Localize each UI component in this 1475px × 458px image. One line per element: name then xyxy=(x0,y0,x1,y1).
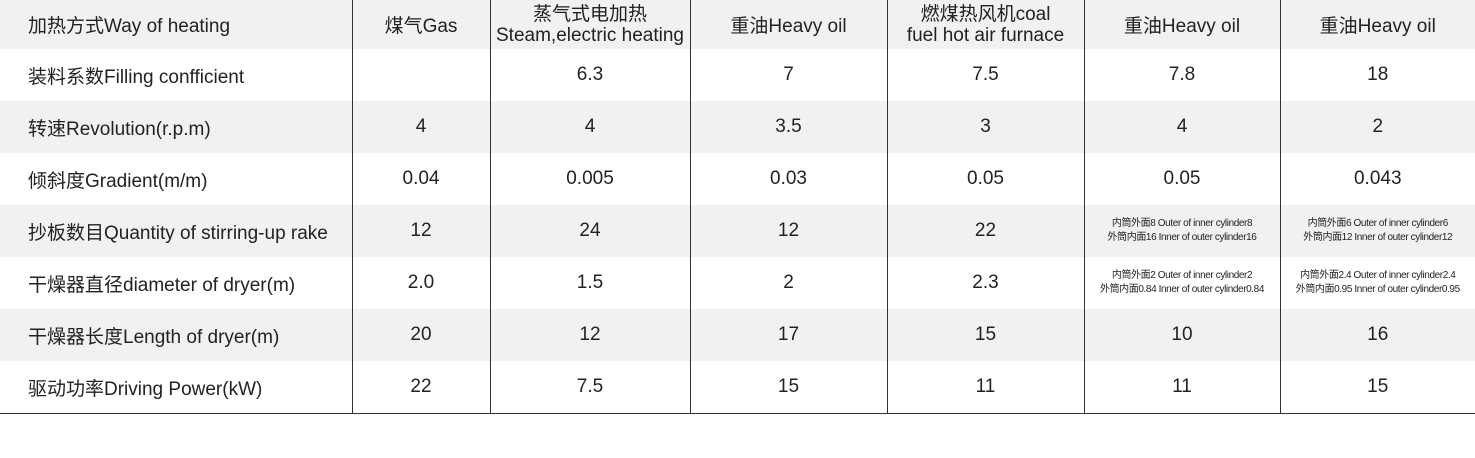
cell: 17 xyxy=(689,309,887,361)
cell: 22 xyxy=(886,205,1084,257)
row-label: 加热方式Way of heating xyxy=(0,0,352,49)
row-label: 转速Revolution(r.p.m) xyxy=(0,101,352,153)
cell-line: 内筒外面8 Outer of inner cylinder8 xyxy=(1111,218,1253,229)
row-label: 抄板数目Quantity of stirring-up rake xyxy=(0,205,352,257)
cell: 12 xyxy=(351,205,490,257)
cell: 3 xyxy=(886,101,1084,153)
cell: 内筒外面8 Outer of inner cylinder8 外筒内面16 Inn… xyxy=(1083,205,1280,257)
cell: 18 xyxy=(1279,49,1475,101)
cell: 煤气Gas xyxy=(351,0,490,49)
cell: 15 xyxy=(886,309,1084,361)
cell: 0.04 xyxy=(351,153,490,205)
row-label: 驱动功率Driving Power(kW) xyxy=(0,361,352,414)
cell: 1.5 xyxy=(489,257,690,309)
cell: 蒸气式电加热 Steam,electric heating xyxy=(489,0,690,49)
cell: 重油Heavy oil xyxy=(1279,0,1475,49)
cell: 内筒外面2 Outer of inner cylinder2 外筒内面0.84 I… xyxy=(1083,257,1280,309)
cell: 24 xyxy=(489,205,690,257)
cell: 重油Heavy oil xyxy=(1083,0,1280,49)
row-label: 倾斜度Gradient(m/m) xyxy=(0,153,352,205)
cell: 0.05 xyxy=(1083,153,1280,205)
cell: 7.8 xyxy=(1083,49,1280,101)
cell: 内筒外面2.4 Outer of inner cylinder2.4 外筒内面0.… xyxy=(1279,257,1475,309)
cell-line: 外筒内面16 Inner of outer cylinder16 xyxy=(1107,232,1257,243)
table-row: 驱动功率Driving Power(kW) 22 7.5 15 11 11 15 xyxy=(0,361,1475,414)
cell: 15 xyxy=(1279,361,1475,414)
cell: 22 xyxy=(351,361,490,414)
cell: 4 xyxy=(351,101,490,153)
row-label: 装料系数Filling confficient xyxy=(0,49,352,101)
cell-line: 内筒外面2 Outer of inner cylinder2 xyxy=(1111,270,1253,281)
cell xyxy=(351,49,490,101)
table-row: 干燥器直径diameter of dryer(m) 2.0 1.5 2 2.3 内筒外面2… xyxy=(0,257,1475,309)
cell: 2.3 xyxy=(886,257,1084,309)
cell: 16 xyxy=(1279,309,1475,361)
cell: 4 xyxy=(1083,101,1280,153)
table-row: 装料系数Filling confficient 6.3 7 7.5 7.8 18 xyxy=(0,49,1475,101)
table-row: 转速Revolution(r.p.m) 4 4 3.5 3 4 2 xyxy=(0,101,1475,153)
spec-table: 加热方式Way of heating 煤气Gas 蒸气式电加热 Steam,elect… xyxy=(0,0,1475,414)
cell: 12 xyxy=(689,205,887,257)
cell: 2 xyxy=(1279,101,1475,153)
row-label: 干燥器长度Length of dryer(m) xyxy=(0,309,352,361)
cell: 2.0 xyxy=(351,257,490,309)
table-row: 抄板数目Quantity of stirring-up rake 12 24 12 22… xyxy=(0,205,1475,257)
cell-line: fuel hot air furnace xyxy=(906,24,1065,46)
cell: 11 xyxy=(886,361,1084,414)
cell: 3.5 xyxy=(689,101,887,153)
cell: 15 xyxy=(689,361,887,414)
cell: 0.05 xyxy=(886,153,1084,205)
cell: 0.043 xyxy=(1279,153,1475,205)
cell: 0.005 xyxy=(489,153,690,205)
cell-line: 外筒内面0.95 Inner of outer cylinder0.95 xyxy=(1295,284,1460,295)
cell-line: 内筒外面2.4 Outer of inner cylinder2.4 xyxy=(1300,270,1456,281)
cell-line: 外筒内面0.84 Inner of outer cylinder0.84 xyxy=(1099,284,1265,295)
cell-line: 蒸气式电加热 xyxy=(532,3,647,25)
cell: 4 xyxy=(489,101,690,153)
header-row: 加热方式Way of heating 煤气Gas 蒸气式电加热 Steam,elect… xyxy=(0,0,1475,49)
cell: 内筒外面6 Outer of inner cylinder6 外筒内面12 Inn… xyxy=(1279,205,1475,257)
cell: 2 xyxy=(689,257,887,309)
cell: 10 xyxy=(1083,309,1280,361)
cell: 0.03 xyxy=(689,153,887,205)
cell: 7 xyxy=(689,49,887,101)
cell: 7.5 xyxy=(886,49,1084,101)
row-label: 干燥器直径diameter of dryer(m) xyxy=(0,257,352,309)
cell: 11 xyxy=(1083,361,1280,414)
cell: 重油Heavy oil xyxy=(689,0,887,49)
cell-line: 外筒内面12 Inner of outer cylinder12 xyxy=(1303,232,1453,243)
cell: 12 xyxy=(489,309,690,361)
cell-line: 内筒外面6 Outer of inner cylinder6 xyxy=(1307,218,1449,229)
cell: 7.5 xyxy=(489,361,690,414)
cell: 20 xyxy=(351,309,490,361)
cell: 6.3 xyxy=(489,49,690,101)
cell: 燃煤热风机coal fuel hot air furnace xyxy=(886,0,1084,49)
table-row: 干燥器长度Length of dryer(m) 20 12 17 15 10 16 xyxy=(0,309,1475,361)
cell-line: 燃煤热风机coal xyxy=(920,3,1051,25)
table-row: 倾斜度Gradient(m/m) 0.04 0.005 0.03 0.05 0.05 0.0… xyxy=(0,153,1475,205)
cell-line: Steam,electric heating xyxy=(496,24,684,46)
